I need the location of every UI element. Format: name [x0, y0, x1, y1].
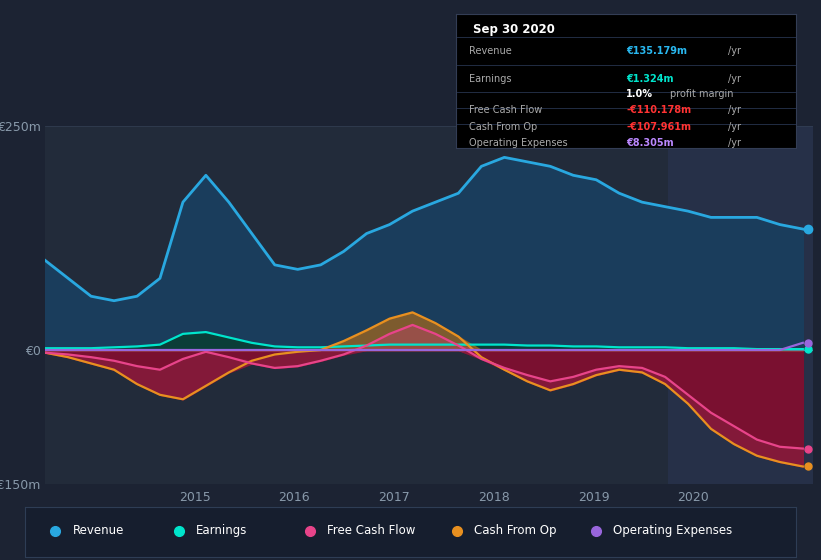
- Text: Earnings: Earnings: [196, 525, 247, 538]
- Text: Sep 30 2020: Sep 30 2020: [473, 24, 554, 36]
- Text: /yr: /yr: [728, 105, 741, 115]
- Text: Free Cash Flow: Free Cash Flow: [470, 105, 543, 115]
- Text: 1.0%: 1.0%: [626, 89, 653, 99]
- Text: -€107.961m: -€107.961m: [626, 122, 691, 132]
- Text: /yr: /yr: [728, 122, 741, 132]
- Text: Revenue: Revenue: [470, 46, 512, 56]
- Text: Operating Expenses: Operating Expenses: [470, 138, 568, 148]
- Text: €8.305m: €8.305m: [626, 138, 674, 148]
- Text: €1.324m: €1.324m: [626, 74, 673, 85]
- Text: /yr: /yr: [728, 46, 741, 56]
- Text: €135.179m: €135.179m: [626, 46, 687, 56]
- Text: -€110.178m: -€110.178m: [626, 105, 691, 115]
- Text: Cash From Op: Cash From Op: [470, 122, 538, 132]
- Text: /yr: /yr: [728, 138, 741, 148]
- Text: profit margin: profit margin: [670, 89, 734, 99]
- Text: Free Cash Flow: Free Cash Flow: [327, 525, 415, 538]
- Text: Operating Expenses: Operating Expenses: [612, 525, 732, 538]
- Bar: [668, 126, 821, 484]
- Text: /yr: /yr: [728, 74, 741, 85]
- Text: Earnings: Earnings: [470, 74, 511, 85]
- Text: Revenue: Revenue: [72, 525, 124, 538]
- Text: Cash From Op: Cash From Op: [474, 525, 557, 538]
